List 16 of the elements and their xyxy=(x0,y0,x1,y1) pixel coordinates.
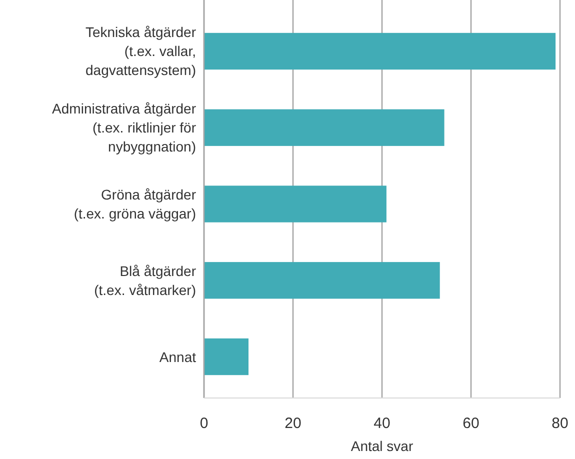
bar xyxy=(204,262,440,299)
y-tick-label: Annat xyxy=(159,348,196,365)
bar xyxy=(204,186,386,222)
x-tick-label: 20 xyxy=(284,415,302,432)
y-tick-label: Blå åtgärder (t.ex. våtmarker) xyxy=(94,262,196,298)
x-tick-label: 0 xyxy=(200,415,208,432)
bar xyxy=(204,338,248,376)
x-tick-label: 80 xyxy=(552,415,568,432)
x-axis-title: Antal svar xyxy=(350,438,414,454)
x-tick-label: 40 xyxy=(374,415,390,432)
y-tick-label: Tekniska åtgärder (t.ex. vallar, dagvattensystem) xyxy=(85,24,196,78)
y-tick-label: Gröna åtgärder (t.ex. gröna väggar) xyxy=(74,186,196,222)
x-tick-label: 60 xyxy=(462,415,480,432)
y-tick-label: Administrativa åtgärder (t.ex. riktlinjer för nybyggnation) xyxy=(52,100,196,155)
bar xyxy=(204,32,556,70)
bar xyxy=(204,109,444,146)
